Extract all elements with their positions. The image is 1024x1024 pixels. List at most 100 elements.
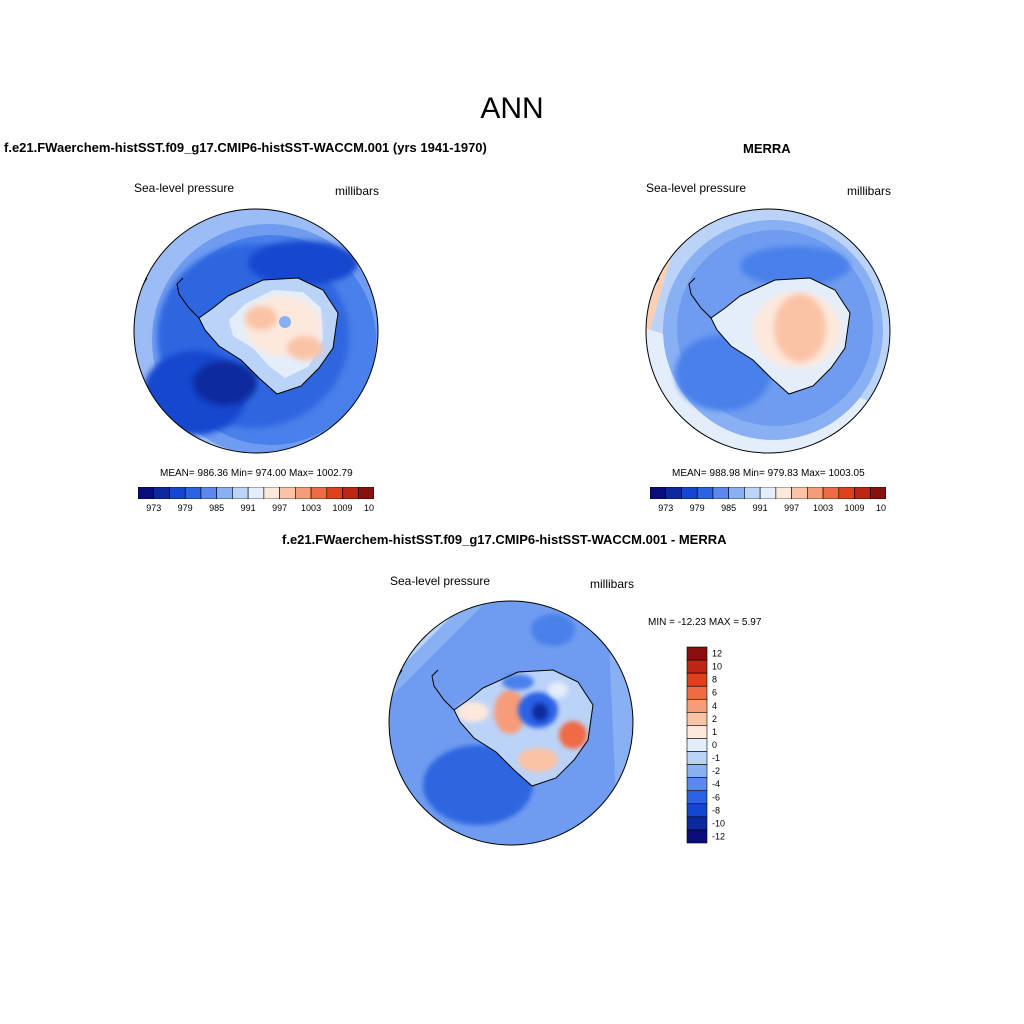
obs-colorbar-swatch [775,486,792,500]
diff-colorbar-tick-label: -8 [712,805,720,815]
obs-panel-title: MERRA [743,141,791,156]
diff-units-label: millibars [590,577,635,591]
model-colorbar-tick-label: 985 [209,503,224,513]
obs-colorbar-tick-label: 979 [690,503,705,513]
obs-colorbar-tick-label: 991 [753,503,768,513]
diff-polar-map [388,600,634,846]
diff-colorbar-tick-label: 6 [712,688,717,698]
diff-colorbar-swatch [686,672,708,687]
model-colorbar-tick-label: 979 [178,503,193,513]
model-colorbar-swatch [184,486,202,500]
obs-colorbar-tick-label: 997 [784,503,799,513]
obs-colorbar-tick-label: 973 [658,503,673,513]
model-colorbar-swatch [295,486,312,500]
diff-colorbar-swatch [686,685,708,700]
obs-colorbar-swatch [807,486,824,500]
obs-colorbar-tick-label: 985 [721,503,736,513]
obs-colorbar-swatch [649,486,667,500]
model-colorbar-tick-labels: 973 979 985 991 997 1003 1009 1015 [146,503,384,513]
diff-stats: MIN = -12.23 MAX = 5.97 [648,617,762,628]
diff-colorbar-swatch [686,790,708,805]
diff-colorbar-tick-label: -10 [712,818,725,828]
model-colorbar-swatch [279,486,296,500]
model-polar-map [133,208,379,454]
diff-colorbar: 12 10 8 6 4 2 1 0 -1 -2 -4 -6 -8 -10 -12 [686,646,746,844]
model-colorbar-swatch [247,486,265,500]
model-colorbar-tick-label: 991 [241,503,256,513]
model-variable-label: Sea-level pressure [134,181,235,195]
obs-units-label: millibars [847,184,892,198]
obs-colorbar-swatch [759,486,777,500]
obs-colorbar-tick-label: 1003 [813,503,833,513]
diff-colorbar-tick-label: 10 [712,662,722,672]
obs-colorbar [649,486,887,500]
obs-colorbar-swatch [665,486,682,500]
model-colorbar-swatches [137,486,375,500]
model-colorbar-swatch [137,486,155,500]
obs-colorbar-ticks: 973 979 985 991 997 1003 1009 1015 [650,500,896,514]
obs-colorbar-swatch [696,486,714,500]
diff-variable-label: Sea-level pressure [390,574,491,588]
model-colorbar-swatch [232,486,249,500]
obs-colorbar-swatch [869,486,887,500]
diff-colorbar-swatch [686,725,708,739]
model-colorbar-swatch [263,486,280,500]
diff-colorbar-tick-label: -2 [712,766,720,776]
diff-colorbar-swatch [686,738,708,752]
model-colorbar-swatch [169,486,186,500]
obs-colorbar-swatch [744,486,761,500]
obs-stats: MEAN= 988.98 Min= 979.83 Max= 1003.05 [672,468,865,479]
model-colorbar-swatch [326,486,343,500]
model-stats: MEAN= 986.36 Min= 974.00 Max= 1002.79 [160,468,353,479]
figure-title: ANN [480,92,544,125]
obs-colorbar-swatches [649,486,887,500]
diff-colorbar-tick-label: 0 [712,740,717,750]
diff-colorbar-swatch [686,751,708,765]
model-colorbar [137,486,375,500]
model-colorbar-swatch [310,486,328,500]
obs-colorbar-swatch [854,486,871,500]
diff-colorbar-swatch [686,803,708,818]
model-panel-title: f.e21.FWaerchem-histSST.f09_g17.CMIP6-hi… [4,140,487,155]
model-colorbar-tick-label: 1015 [364,503,374,513]
model-colorbar-tick-label: 997 [272,503,287,513]
model-colorbar-swatch [200,486,217,500]
diff-colorbar-tick-label: 1 [712,727,717,737]
model-colorbar-tick-label: 973 [146,503,161,513]
diff-colorbar-swatch [686,816,708,831]
obs-colorbar-tick-label: 1009 [845,503,865,513]
diff-colorbar-swatch [686,829,708,844]
diff-colorbar-swatch [686,764,708,778]
obs-colorbar-swatch [838,486,855,500]
model-colorbar-swatch [216,486,233,500]
model-colorbar-tick-label: 1009 [333,503,353,513]
model-colorbar-ticks: 973 979 985 991 997 1003 1009 1015 [138,500,384,514]
diff-colorbar-swatch [686,646,708,661]
obs-colorbar-swatch [712,486,729,500]
model-colorbar-tick-label: 1003 [301,503,321,513]
diff-panel-title: f.e21.FWaerchem-histSST.f09_g17.CMIP6-hi… [282,532,727,547]
model-colorbar-swatch [342,486,359,500]
diff-colorbar-swatch [686,659,708,674]
model-colorbar-swatch [357,486,375,500]
diff-colorbar-swatch [686,698,708,713]
diff-colorbar-tick-label: -1 [712,753,720,763]
model-units-label: millibars [335,184,380,198]
diff-colorbar-swatch [686,712,708,726]
diff-colorbar-tick-label: 4 [712,701,717,711]
obs-colorbar-swatch [681,486,698,500]
obs-colorbar-swatch [791,486,808,500]
obs-variable-label: Sea-level pressure [646,181,747,195]
diff-colorbar-tick-label: 8 [712,675,717,685]
obs-colorbar-tick-label: 1015 [876,503,886,513]
obs-colorbar-swatch [822,486,840,500]
diff-colorbar-tick-label: -4 [712,779,720,789]
model-colorbar-swatch [153,486,170,500]
diff-colorbar-tick-label: -6 [712,792,720,802]
diff-colorbar-tick-label: 12 [712,649,722,659]
obs-colorbar-swatch [728,486,745,500]
diff-colorbar-tick-label: 2 [712,714,717,724]
diff-colorbar-swatch [686,777,708,792]
obs-colorbar-tick-labels: 973 979 985 991 997 1003 1009 1015 [658,503,896,513]
